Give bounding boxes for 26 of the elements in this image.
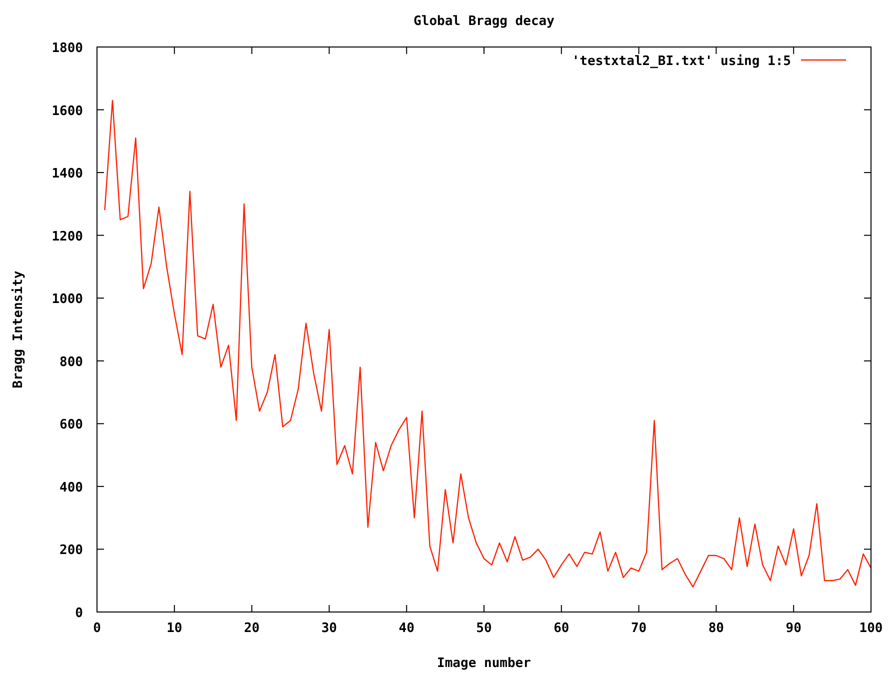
y-tick-label: 800 [60, 354, 84, 370]
legend-label: 'testxtal2_BI.txt' using 1:5 [572, 54, 791, 69]
y-tick-label: 1400 [52, 166, 84, 182]
x-tick-label: 0 [93, 621, 102, 636]
x-tick-label: 90 [786, 621, 802, 636]
x-tick-label: 30 [321, 621, 338, 636]
y-tick-label: 200 [60, 543, 84, 558]
x-tick-label: 10 [166, 621, 182, 636]
x-tick-label: 50 [476, 621, 492, 636]
y-tick-label: 1200 [52, 229, 84, 244]
x-tick-label: 70 [630, 621, 647, 636]
y-tick-label: 1600 [52, 104, 84, 119]
chart-title: Global Bragg decay [414, 14, 555, 29]
y-axis-title: Bragg Intensity [11, 270, 26, 388]
y-tick-label: 400 [60, 480, 84, 496]
y-tick-label: 1000 [52, 292, 84, 308]
x-tick-label: 100 [859, 621, 883, 636]
line-series [104, 100, 872, 588]
x-tick-label: 80 [708, 621, 724, 636]
y-tick-label: 0 [75, 606, 84, 621]
x-tick-label: 20 [244, 621, 260, 636]
x-tick-label: 60 [554, 621, 570, 636]
y-tick-label: 1800 [52, 41, 84, 56]
x-tick-label: 40 [398, 621, 415, 636]
y-tick-label: 600 [60, 418, 84, 433]
x-axis-title: Image number [437, 656, 532, 671]
